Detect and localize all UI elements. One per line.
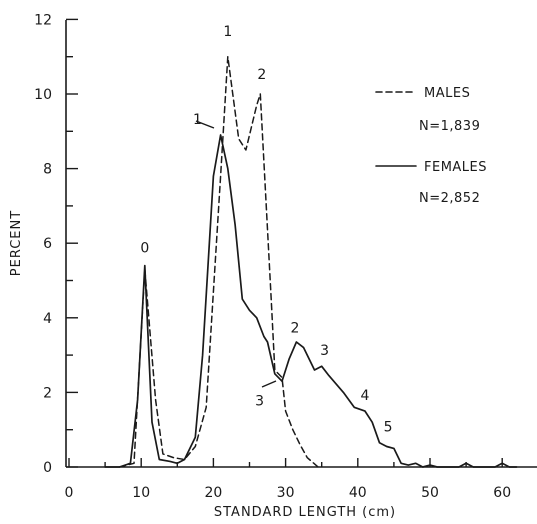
leader-line [261,380,277,388]
x-tick-label: 10 [132,485,150,501]
series-layer [104,55,518,468]
legend: MALES N=1,839 FEMALES N=2,852 [375,86,487,206]
y-axis-label: PERCENT [9,210,24,276]
peak-annotations: 0 1 1 2 2 3 3 45 [140,24,392,435]
age-class-label: 1 [193,112,202,128]
age-class-label: 2 [291,321,300,337]
age-class-label: 4 [361,388,370,404]
x-tick-label: 50 [421,485,439,501]
legend-males-count: N=1,839 [419,119,480,134]
age-class-label: 1 [223,24,232,40]
y-tick-label: 4 [43,311,52,327]
age-class-label: 3 [320,343,329,359]
leader-line [195,120,215,129]
x-axis-ticks: 0 10 20 30 40 50 60 [65,458,511,501]
series-males [118,55,319,468]
x-tick-label: 20 [204,485,222,501]
y-axis: 0 2 4 6 8 10 12 [34,12,78,476]
age-class-label: 2 [257,67,266,83]
age-class-label: 5 [384,420,393,436]
x-tick-label: 0 [65,485,74,501]
x-axis: 0 10 20 30 40 50 60 [65,458,537,501]
y-tick-label: 8 [43,162,52,178]
y-tick-label: 10 [34,87,52,103]
legend-males-label: MALES [424,86,470,101]
x-tick-label: 60 [493,485,511,501]
y-axis-ticks: 0 2 4 6 8 10 12 [34,12,78,476]
series-females [104,134,518,468]
x-tick-label: 40 [349,485,367,501]
y-tick-label: 6 [43,236,52,252]
y-tick-label: 2 [43,385,52,401]
legend-females-count: N=2,852 [419,191,480,206]
y-tick-label: 0 [43,460,52,476]
y-tick-label: 12 [34,12,52,28]
age-class-label: 0 [140,241,149,257]
age-class-label: 3 [255,393,264,409]
x-tick-label: 30 [277,485,295,501]
x-axis-label: STANDARD LENGTH (cm) [214,505,396,520]
legend-females-label: FEMALES [424,160,487,175]
